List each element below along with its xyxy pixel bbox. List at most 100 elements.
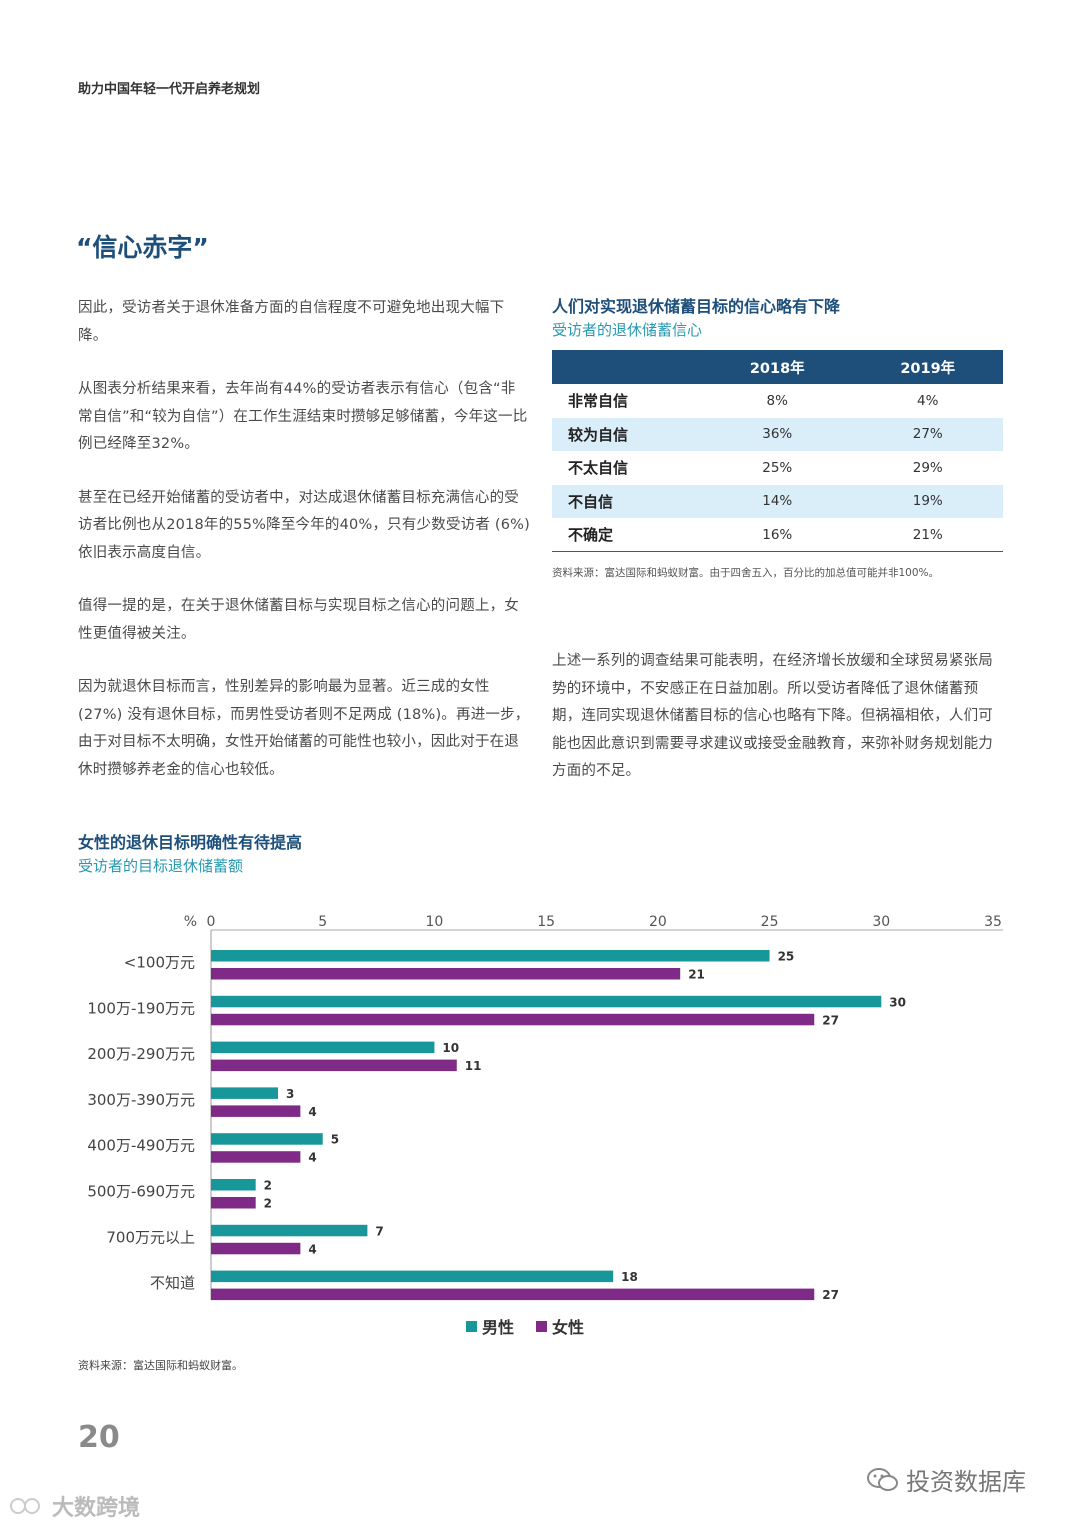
data-label: 25 [778,950,795,964]
cell-2019: 4% [917,392,939,409]
watermark-text: 投资数据库 [906,1468,1026,1496]
bar-female [211,1288,815,1301]
cell-2019: 21% [852,518,1003,552]
cell-2018: 25% [762,459,793,476]
watermark-left: 大数跨境 [8,1490,140,1522]
paragraph: 上述一系列的调查结果可能表明，在经济增长放缓和全球贸易紧张局势的环境中，不安感正… [552,653,993,779]
x-tick-label: 0 [207,914,216,930]
category-label: 500万-690万元 [87,1183,195,1201]
watermark-text: 大数跨境 [52,1496,141,1521]
confidence-table-block: 人们对实现退休储蓄目标的信心略有下降 受访者的退休储蓄信心 2018年 2019… [552,296,1004,581]
wechat-icon [867,1467,898,1491]
table-header-cell [552,350,702,384]
table-title: 人们对实现退休储蓄目标的信心略有下降 [552,297,841,316]
x-tick-label: 15 [537,914,555,930]
confidence-table: 2018年 2019年 非常自信 8% 4% 较为自信 36% 27% 不太自信… [552,350,1003,552]
table-header-cell: 2018年 [702,350,853,384]
table-row: 较为自信 36% 27% [552,417,1003,451]
category-label: 300万-390万元 [87,1091,195,1109]
x-tick-label: 10 [426,914,444,930]
legend-label: 男性 [482,1318,515,1337]
cell-2019: 19% [852,484,1003,518]
table-row: 不确定 16% 21% [552,518,1003,552]
bar-male [211,1224,368,1237]
data-label: 4 [308,1151,316,1165]
cell-2019: 27% [852,417,1003,451]
category-label: 100万-190万元 [87,999,195,1017]
row-label: 不确定 [552,518,702,552]
bar-male [211,1041,435,1054]
x-tick-label: 25 [761,914,779,930]
table-source-note: 资料来源：富达国际和蚂蚁财富。由于四舍五入，百分比的加总值可能并非100%。 [552,567,940,579]
bar-male [211,1087,279,1099]
bar-female [211,1242,301,1255]
bar-male [211,1179,256,1191]
data-label: 2 [264,1179,272,1193]
row-label: 较为自信 [552,417,702,451]
category-label: <100万元 [124,954,195,972]
legend-swatch-female [536,1320,548,1332]
data-label: 4 [308,1105,316,1119]
data-label: 27 [822,1013,839,1027]
data-label: 7 [375,1224,383,1238]
legend-swatch-male [466,1320,477,1332]
data-label: 21 [688,968,705,982]
bar-female [211,968,681,980]
row-label: 非常自信 [568,392,629,411]
page-number: 20 [78,1420,120,1455]
bar-female [211,1105,301,1117]
x-tick-label: 35 [984,914,1002,930]
axis-unit-label: % [184,914,197,930]
right-column-text: 上述一系列的调查结果可能表明，在经济增长放缓和全球贸易紧张局势的环境中，不安感正… [552,648,1002,786]
cell-2018: 14% [702,484,853,518]
cell-2018: 8% [766,392,788,409]
bar-male [211,950,770,962]
chart-legend: 男性 女性 [466,1314,584,1338]
data-label: 27 [822,1288,839,1302]
bar-male [211,1133,323,1145]
paragraph: 从图表分析结果来看，去年尚有44%的受访者表示有信心（包含“非常自信”和“较为自… [78,381,528,452]
data-label: 2 [264,1197,272,1211]
bar-male [211,1270,614,1283]
bar-female [211,1059,457,1072]
watermark-right: 投资数据库 [866,1462,1026,1497]
table-row: 不自信 14% 19% [552,484,1003,518]
category-label: 200万-290万元 [87,1045,195,1063]
category-label: 400万-490万元 [87,1137,195,1155]
chart-title: 女性的退休目标明确性有待提高 [78,833,303,852]
table-row: 非常自信 8% 4% [552,384,1003,418]
paragraph: 甚至在已经开始储蓄的受访者中，对达成退休储蓄目标充满信心的受访者比例也从2018… [78,489,530,561]
section-title: “信心赤字” [76,233,209,262]
bar-female [211,1151,301,1163]
data-label: 3 [286,1087,294,1101]
row-label: 不太自信 [568,459,629,478]
data-label: 5 [331,1133,339,1147]
cell-2019: 29% [912,459,943,476]
x-tick-label: 5 [318,914,327,930]
cell-2018: 16% [702,518,853,552]
bar-male [211,995,882,1008]
legend-label: 女性 [552,1318,585,1337]
data-label: 10 [442,1041,459,1055]
x-tick-label: 20 [649,914,667,930]
data-label: 18 [621,1270,638,1284]
table-row: 不太自信 25% 29% [552,451,1003,485]
bar-female [211,1197,256,1209]
table-subtitle: 受访者的退休储蓄信心 [552,321,703,339]
data-label: 4 [308,1242,316,1256]
paragraph: 因此，受访者关于退休准备方面的自信程度不可避免地出现大幅下降。 [78,300,505,344]
legend-item-female: 女性 [536,1314,584,1338]
chart-source-note: 资料来源：富达国际和蚂蚁财富。 [78,1359,243,1372]
left-column: 因此，受访者关于退休准备方面的自信程度不可避免地出现大幅下降。 从图表分析结果来… [78,295,530,810]
cell-2018: 36% [702,417,853,451]
paragraph: 因为就退休目标而言，性别差异的影响最为显著。近三成的女性 (27%) 没有退休目… [78,679,530,778]
x-tick-label: 30 [872,914,890,930]
paragraph: 值得一提的是，在关于退休储蓄目标与实现目标之信心的问题上，女性更值得被关注。 [78,598,519,642]
data-label: 30 [889,995,906,1009]
chart-subtitle: 受访者的目标退休储蓄额 [78,857,244,875]
legend-item-male: 男性 [466,1314,514,1338]
brand-logo-icon [10,1498,40,1514]
row-label: 不自信 [552,484,702,518]
category-label: 不知道 [150,1274,195,1292]
